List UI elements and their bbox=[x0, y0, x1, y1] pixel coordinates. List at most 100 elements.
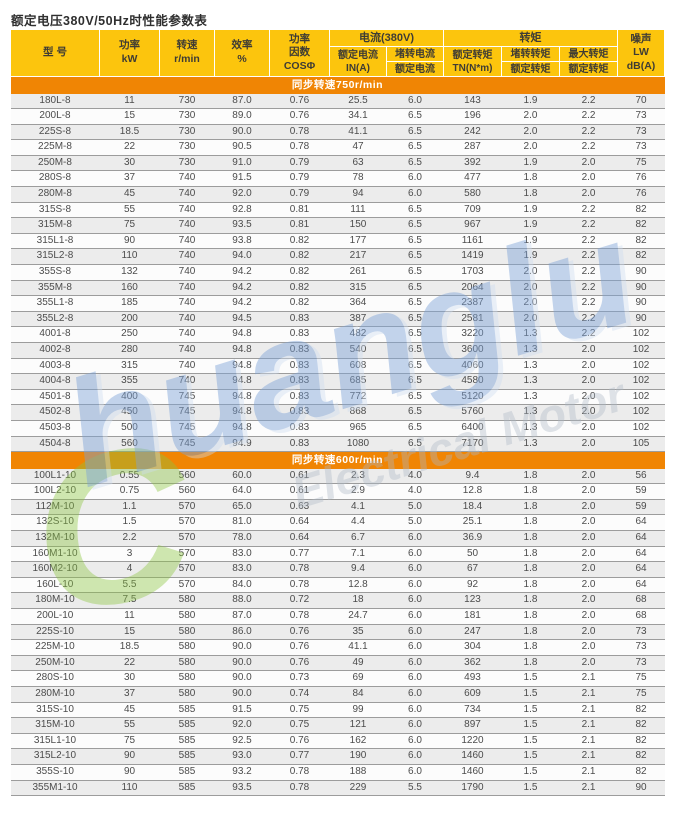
table-body: 同步转速750r/min 180L-8 11 730 87.0 0.76 25.5 6.0 14… bbox=[10, 76, 665, 797]
value-cell: 84.0 bbox=[214, 577, 270, 594]
section-band-title: 同步转速600r/min bbox=[10, 451, 665, 469]
value-cell: 75 bbox=[99, 217, 160, 234]
col-header-model: 型 号 bbox=[10, 29, 100, 77]
section-band-title: 同步转速750r/min bbox=[10, 76, 665, 94]
value-cell: 11 bbox=[99, 608, 160, 625]
value-cell: 2.0 bbox=[559, 514, 618, 532]
value-cell: 1.8 bbox=[501, 483, 560, 500]
value-cell: 2.0 bbox=[559, 420, 618, 437]
model-cell: 4503-8 bbox=[10, 420, 100, 437]
value-cell: 6.0 bbox=[386, 608, 444, 625]
value-cell: 82 bbox=[617, 717, 665, 734]
model-cell: 160M2-10 bbox=[10, 561, 100, 578]
value-cell: 585 bbox=[159, 780, 215, 797]
value-cell: 68 bbox=[617, 592, 665, 609]
value-cell: 242 bbox=[443, 124, 502, 141]
value-cell: 6.5 bbox=[386, 420, 444, 437]
value-cell: 73 bbox=[617, 139, 665, 156]
value-cell: 1.5 bbox=[501, 686, 560, 703]
value-cell: 84 bbox=[329, 686, 387, 703]
model-cell: 355L1-8 bbox=[10, 295, 100, 312]
value-cell: 0.64 bbox=[269, 514, 330, 532]
value-cell: 364 bbox=[329, 295, 387, 312]
table-row: 315S-10 45 585 91.5 0.75 99 6.0 734 1.5 2.1 82 bbox=[10, 702, 665, 719]
value-cell: 609 bbox=[443, 686, 502, 703]
value-cell: 30 bbox=[99, 155, 160, 172]
value-cell: 9.4 bbox=[443, 468, 502, 485]
value-cell: 2.0 bbox=[559, 577, 618, 594]
value-cell: 0.76 bbox=[269, 624, 330, 641]
value-cell: 0.83 bbox=[269, 373, 330, 390]
model-cell: 355S-8 bbox=[10, 264, 100, 281]
value-cell: 37 bbox=[99, 686, 160, 703]
value-cell: 160 bbox=[99, 280, 160, 297]
value-cell: 64.0 bbox=[214, 483, 270, 500]
value-cell: 94.8 bbox=[214, 326, 270, 343]
value-cell: 90 bbox=[617, 295, 665, 312]
value-cell: 30 bbox=[99, 670, 160, 687]
value-cell: 0.82 bbox=[269, 295, 330, 312]
value-cell: 0.82 bbox=[269, 264, 330, 281]
value-cell: 580 bbox=[159, 592, 215, 609]
value-cell: 6.5 bbox=[386, 373, 444, 390]
value-cell: 94 bbox=[329, 186, 387, 203]
value-cell: 2.0 bbox=[501, 139, 560, 156]
value-cell: 560 bbox=[99, 436, 160, 453]
value-cell: 6.0 bbox=[386, 577, 444, 594]
value-cell: 580 bbox=[159, 670, 215, 687]
value-cell: 450 bbox=[99, 404, 160, 421]
value-cell: 1.8 bbox=[501, 592, 560, 609]
value-cell: 493 bbox=[443, 670, 502, 687]
value-cell: 90 bbox=[617, 264, 665, 281]
value-cell: 0.55 bbox=[99, 468, 160, 485]
value-cell: 93.5 bbox=[214, 217, 270, 234]
value-cell: 1.9 bbox=[501, 217, 560, 234]
value-cell: 2.0 bbox=[559, 373, 618, 390]
value-cell: 90.0 bbox=[214, 639, 270, 656]
table-row: 355L1-8 185 740 94.2 0.82 364 6.5 2387 2.0 2.2 90 bbox=[10, 295, 665, 312]
table-row: 280S-10 30 580 90.0 0.73 69 6.0 493 1.5 2.1 75 bbox=[10, 670, 665, 687]
value-cell: 12.8 bbox=[329, 577, 387, 594]
table-row: 355S-10 90 585 93.2 0.78 188 6.0 1460 1.5 2.1 82 bbox=[10, 764, 665, 781]
model-cell: 315L2-8 bbox=[10, 248, 100, 266]
value-cell: 730 bbox=[159, 155, 215, 172]
value-cell: 7170 bbox=[443, 436, 502, 453]
table-row: 315M-10 55 585 92.0 0.75 121 6.0 897 1.5 2.1 82 bbox=[10, 717, 665, 734]
model-cell: 100L2-10 bbox=[10, 483, 100, 500]
value-cell: 5.5 bbox=[99, 577, 160, 594]
value-cell: 740 bbox=[159, 217, 215, 234]
value-cell: 2.1 bbox=[559, 686, 618, 703]
value-cell: 4060 bbox=[443, 358, 502, 375]
value-cell: 2.0 bbox=[559, 389, 618, 406]
value-cell: 0.78 bbox=[269, 124, 330, 141]
value-cell: 734 bbox=[443, 702, 502, 719]
value-cell: 2.0 bbox=[501, 295, 560, 312]
col-header-locked-torque-num: 堵转转矩 bbox=[501, 46, 560, 62]
model-cell: 4501-8 bbox=[10, 389, 100, 406]
value-cell: 540 bbox=[329, 342, 387, 359]
value-cell: 82 bbox=[617, 733, 665, 750]
value-cell: 3220 bbox=[443, 326, 502, 343]
value-cell: 0.81 bbox=[269, 202, 330, 219]
value-cell: 0.83 bbox=[269, 436, 330, 453]
value-cell: 6.5 bbox=[386, 311, 444, 328]
model-cell: 180M-10 bbox=[10, 592, 100, 609]
value-cell: 83.0 bbox=[214, 561, 270, 578]
value-cell: 1.5 bbox=[501, 780, 560, 797]
value-cell: 18.4 bbox=[443, 499, 502, 516]
value-cell: 0.83 bbox=[269, 420, 330, 437]
value-cell: 64 bbox=[617, 561, 665, 578]
value-cell: 123 bbox=[443, 592, 502, 609]
value-cell: 1.5 bbox=[501, 670, 560, 687]
value-cell: 76 bbox=[617, 170, 665, 188]
model-cell: 250M-10 bbox=[10, 655, 100, 672]
table-row: 225S-8 18.5 730 90.0 0.78 41.1 6.5 242 2.0 2.2 73 bbox=[10, 124, 665, 141]
value-cell: 90 bbox=[99, 748, 160, 765]
motor-spec-table: 型 号 功率 kW 转速 r/min 效率 % 功率 因数 COSΦ bbox=[10, 29, 666, 797]
value-cell: 2.1 bbox=[559, 780, 618, 797]
table-row: 355S-8 132 740 94.2 0.82 261 6.5 1703 2.0 2.2 90 bbox=[10, 264, 665, 281]
value-cell: 90 bbox=[99, 764, 160, 781]
value-cell: 580 bbox=[159, 686, 215, 703]
value-cell: 6.0 bbox=[386, 748, 444, 765]
value-cell: 6.0 bbox=[386, 592, 444, 609]
